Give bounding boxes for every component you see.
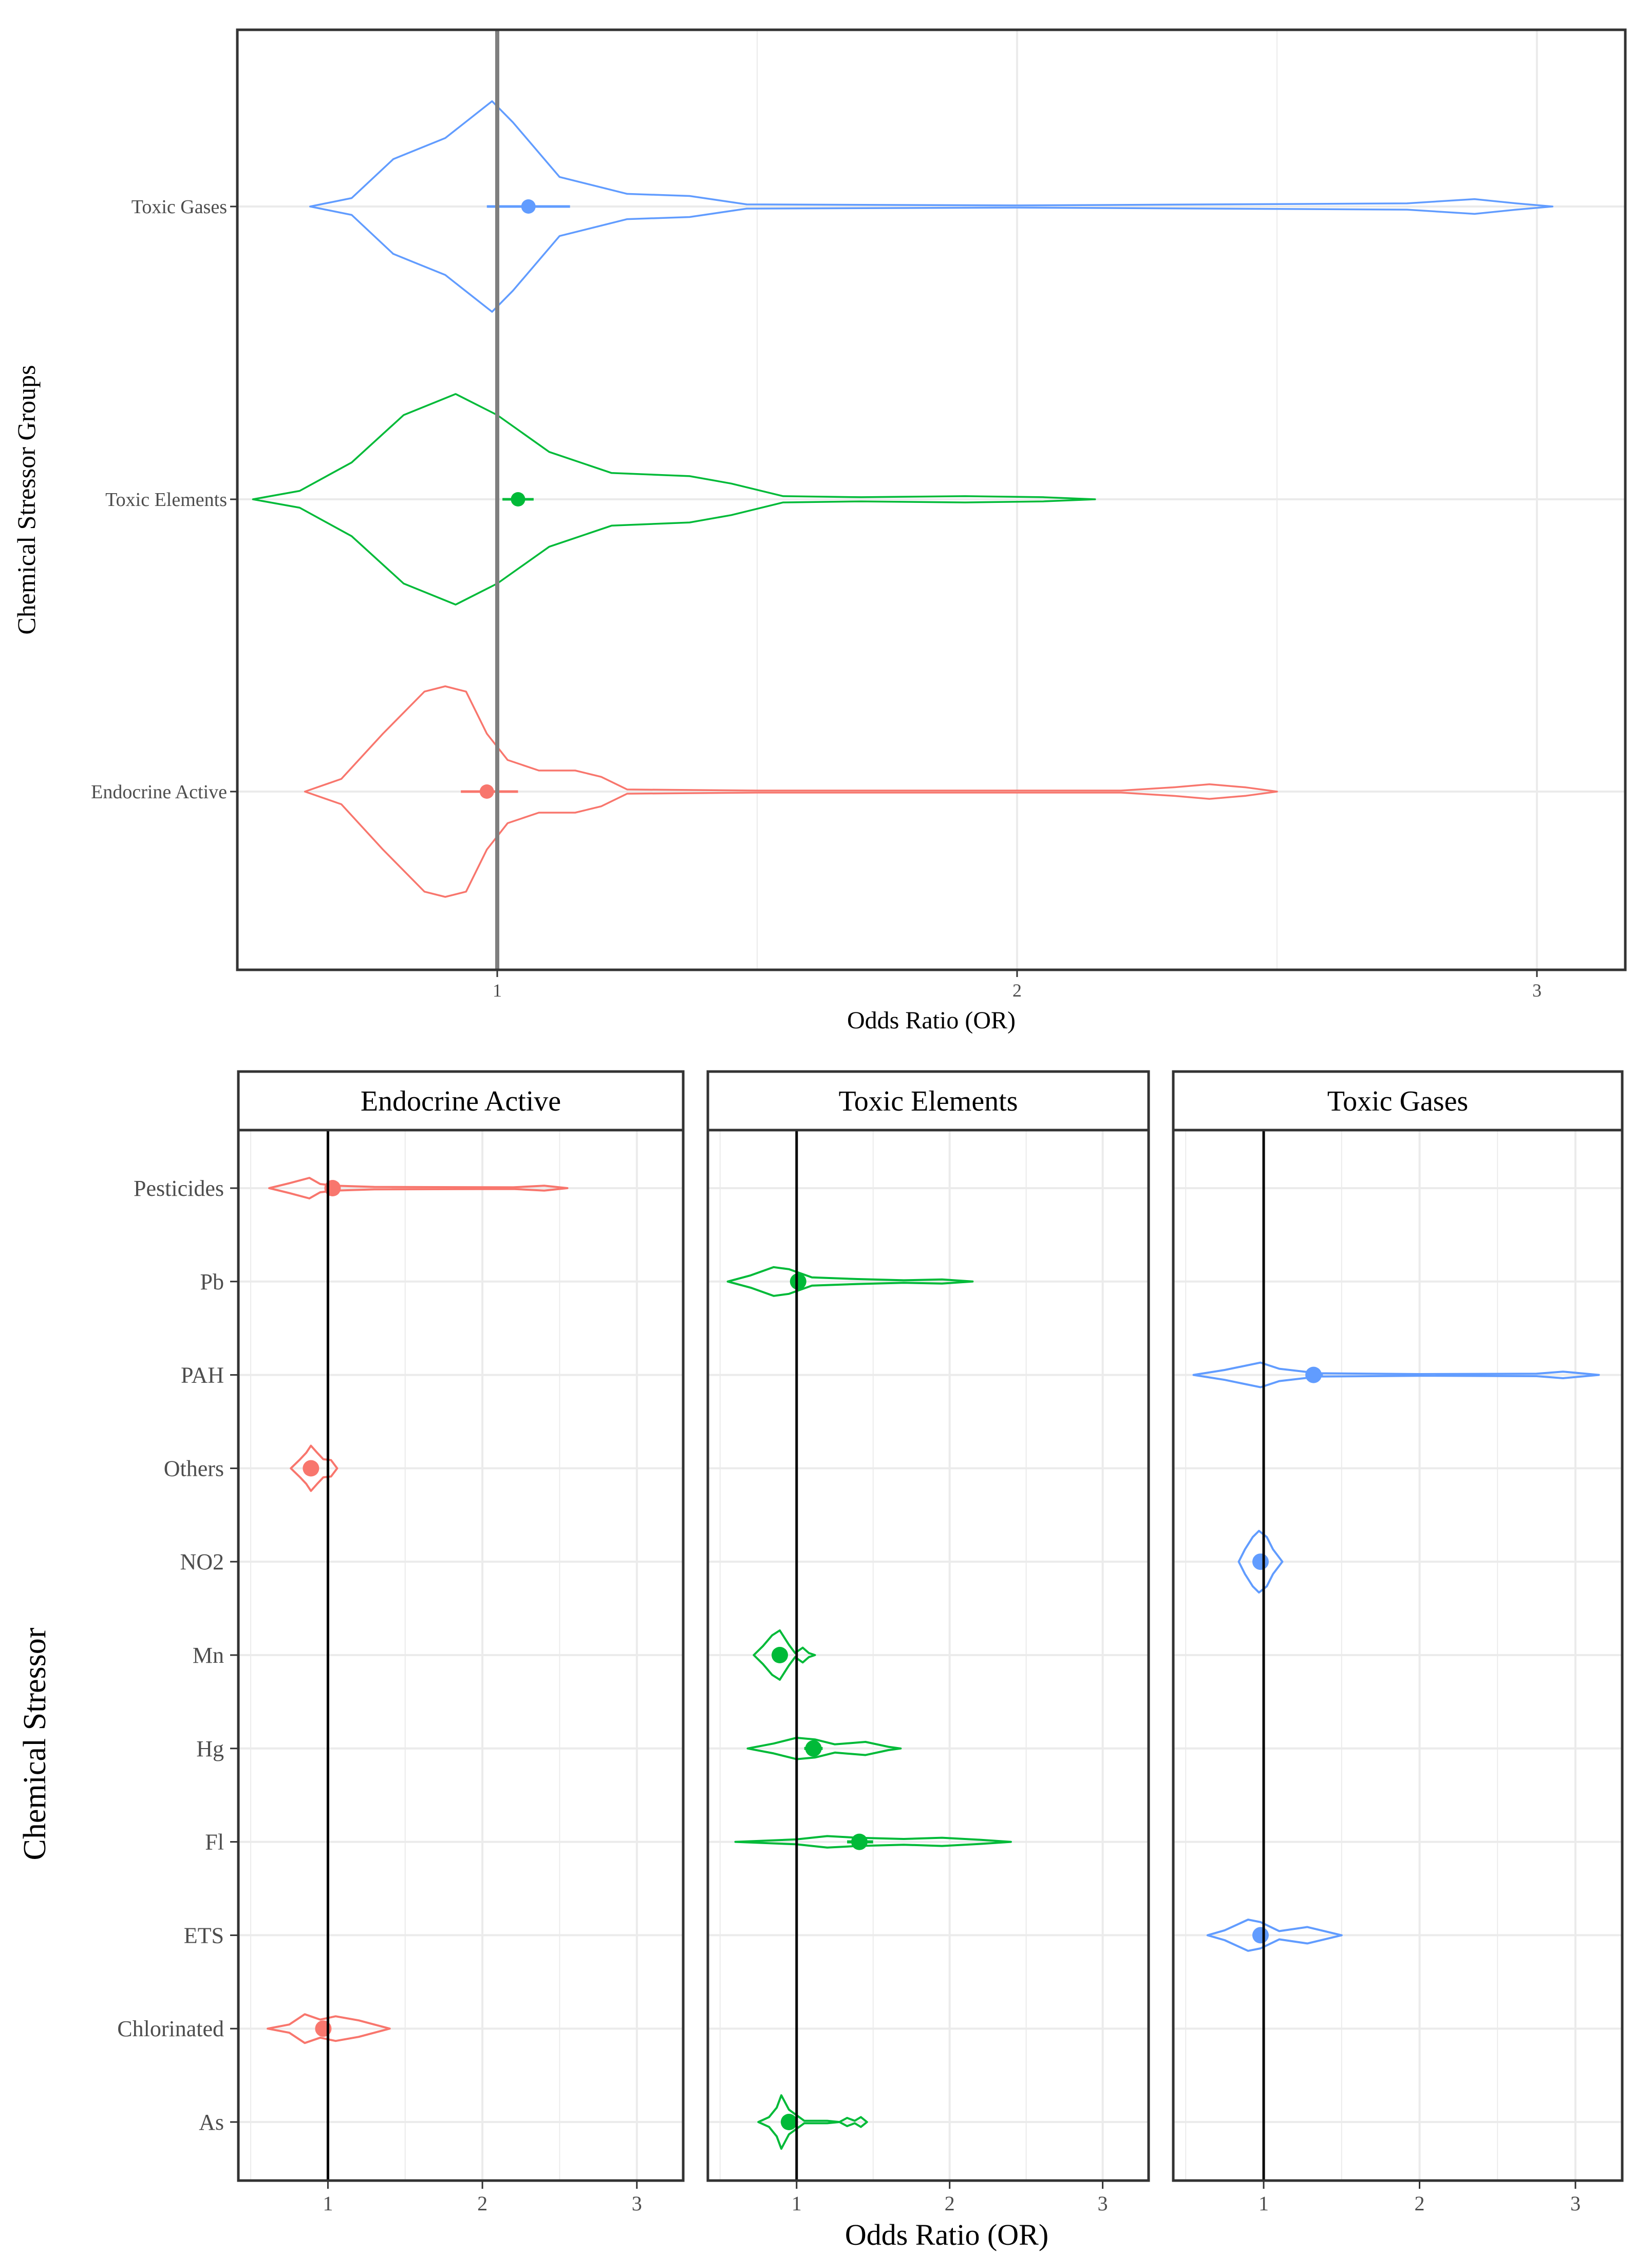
top-estimate-point: [511, 492, 525, 506]
bottom-y-tick-label: Pesticides: [134, 1176, 224, 1201]
bottom-y-ticks: Pesticides Pb PAH Others NO2 Mn Hg Fl ETS Chlorin…: [117, 1176, 238, 2135]
facet-x-tick-label: 3: [1570, 2192, 1581, 2215]
facet-panel-border: [706, 1129, 1150, 2182]
top-x-tick-label: 3: [1532, 980, 1542, 1001]
facet-violin-group: [753, 1629, 816, 1681]
top-violin-outline: [252, 393, 1096, 606]
facet-violin-outline: [757, 2094, 868, 2150]
top-chart: Endocrine Active Toxic Elements Toxic Gase…: [12, 28, 1627, 1034]
bottom-y-tick-label: Mn: [193, 1643, 224, 1668]
facet-violin-outline: [753, 1629, 816, 1681]
bottom-y-tick-label: Pb: [200, 1269, 224, 1294]
facet-x-tick-label: 1: [792, 2192, 802, 2215]
top-violins: [252, 100, 1554, 898]
facet-strip-label: Endocrine Active: [361, 1085, 561, 1117]
bottom-y-tick-label: NO2: [180, 1549, 224, 1574]
facet-estimate-point: [790, 1273, 806, 1290]
top-violin-outline: [304, 685, 1278, 898]
facet-violin-outline: [726, 1266, 974, 1297]
facet-estimate-point: [1252, 1553, 1269, 1570]
bottom-y-tick-label: PAH: [181, 1363, 224, 1388]
top-y-axis-title: Chemical Stressor Groups: [12, 365, 41, 635]
facet-estimate-point: [303, 1460, 320, 1477]
facet-x-tick-label: 1: [323, 2192, 333, 2215]
facet-violin-group: [757, 2094, 868, 2150]
facet-violin-group: [290, 1444, 339, 1492]
facet-violin-group: [1192, 1361, 1600, 1388]
facet-violin-outline: [1206, 1919, 1343, 1952]
facet-strip: [237, 1070, 685, 1132]
facet-strip-label: Toxic Elements: [838, 1085, 1018, 1117]
bottom-y-axis-title: Chemical Stressor: [17, 1627, 52, 1860]
facet-x-tick-label: 2: [945, 2192, 955, 2215]
facet-x-tick-label: 2: [477, 2192, 487, 2215]
facet-panel: Toxic Gases 1 2 3: [1172, 1070, 1624, 2215]
facet-violin-outline: [268, 1177, 569, 1199]
bottom-y-tick-label: ETS: [184, 1923, 224, 1948]
facet-violin-outline: [1237, 1530, 1284, 1594]
facet-violin-outline: [746, 1737, 902, 1760]
top-violin-group: [252, 393, 1096, 606]
top-violin-group: [309, 100, 1554, 313]
facet-estimate-point: [1305, 1366, 1322, 1383]
facet-estimate-point: [851, 1833, 868, 1850]
facet-panel: Toxic Elements 1 2 3: [706, 1070, 1150, 2215]
facet-estimate-point: [805, 1740, 822, 1757]
top-y-tick-label: Toxic Gases: [132, 196, 227, 218]
top-violin-group: [304, 685, 1278, 898]
top-x-axis-title: Odds Ratio (OR): [847, 1007, 1016, 1034]
facet-violin-outline: [1192, 1361, 1600, 1388]
facet-estimate-point: [780, 2114, 797, 2130]
facet-panel: Endocrine Active 1 2 3: [237, 1070, 685, 2215]
bottom-x-axis-title: Odds Ratio (OR): [845, 2218, 1048, 2251]
bottom-y-tick-label: Hg: [196, 1736, 224, 1761]
top-estimate-point: [521, 199, 536, 214]
facet-violin-group: [734, 1833, 1012, 1850]
top-y-ticks: Endocrine Active Toxic Elements Toxic Gase…: [91, 196, 237, 803]
facet-violin-group: [746, 1737, 902, 1760]
bottom-y-tick-label: Fl: [205, 1830, 224, 1855]
bottom-y-tick-label: Chlorinated: [117, 2016, 224, 2041]
top-estimate-point: [479, 784, 494, 799]
facet-estimate-point: [772, 1647, 789, 1663]
top-gridlines: [237, 30, 1625, 970]
facet-violin-outline: [290, 1444, 339, 1492]
facet-violin-group: [726, 1266, 974, 1297]
top-y-tick-label: Toxic Elements: [105, 489, 227, 511]
facet-violin-outline: [267, 2013, 391, 2044]
facet-panel-border: [1172, 1129, 1624, 2182]
top-y-tick-label: Endocrine Active: [91, 781, 227, 803]
bottom-y-tick-label: Others: [164, 1456, 224, 1481]
facet-estimate-point: [1252, 1927, 1269, 1944]
facet-violin-outline: [734, 1835, 1012, 1849]
top-violin-outline: [309, 100, 1554, 313]
top-x-tick-label: 1: [493, 980, 502, 1001]
facet-x-tick-label: 1: [1259, 2192, 1269, 2215]
top-x-tick-label: 2: [1012, 980, 1022, 1001]
facet-x-tick-label: 3: [632, 2192, 642, 2215]
facet-x-tick-label: 2: [1414, 2192, 1424, 2215]
facet-x-tick-label: 3: [1098, 2192, 1108, 2215]
bottom-y-tick-label: As: [199, 2110, 224, 2135]
top-x-ticks: 1 2 3: [493, 970, 1542, 1001]
facet-strip-label: Toxic Gases: [1327, 1085, 1468, 1117]
